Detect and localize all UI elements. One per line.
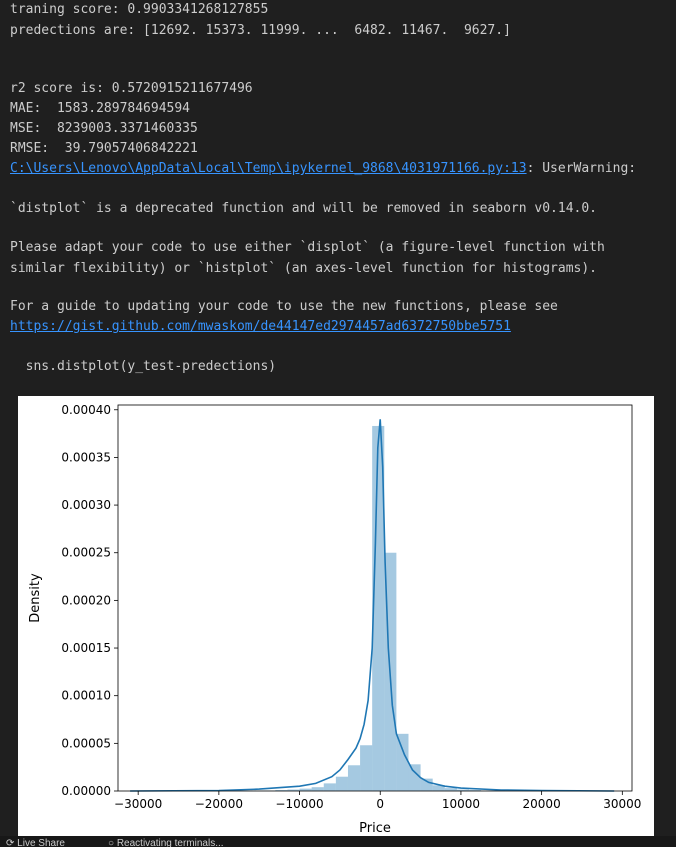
y-tick-label: 0.00010	[61, 689, 111, 703]
gist-link[interactable]: https://gist.github.com/mwaskom/de44147e…	[10, 317, 511, 336]
gist-link-text[interactable]: https://gist.github.com/mwaskom/de44147e…	[10, 319, 511, 334]
r2-score-line: r2 score is: 0.5720915211677496	[10, 81, 253, 96]
deprecation-line: `distplot` is a deprecated function and …	[10, 201, 597, 216]
y-tick-label: 0.00000	[61, 784, 111, 798]
y-tick-label: 0.00040	[61, 403, 111, 417]
x-axis-label: Price	[359, 821, 391, 836]
mae-line: MAE: 1583.289784694594	[10, 101, 191, 116]
live-share-label: Live Share	[17, 838, 65, 847]
y-tick-label: 0.00020	[61, 593, 111, 607]
histogram-bar	[372, 425, 385, 791]
histogram-bar	[360, 745, 373, 791]
histogram-bar	[420, 778, 433, 791]
guide-line: For a guide to updating your code to use…	[10, 299, 558, 314]
x-tick-label: −10000	[275, 797, 323, 811]
axes-frame	[117, 404, 633, 792]
histogram-bar	[469, 790, 482, 791]
y-tick-label: 0.00015	[61, 641, 111, 655]
histogram-bar	[432, 785, 445, 791]
reactivating-item[interactable]: ○ Reactivating terminals...	[108, 838, 224, 847]
training-score-line: traning score: 0.9903341268127855	[10, 2, 269, 17]
kde-line	[130, 419, 615, 792]
x-tick-label: −20000	[195, 797, 243, 811]
histogram-bar	[299, 788, 312, 791]
y-tick-label: 0.00025	[61, 546, 111, 560]
x-tick-label: 10000	[442, 797, 480, 811]
histogram-bar	[323, 783, 336, 791]
code-line: sns.distplot(y_test-predections)	[10, 359, 277, 374]
reactivating-label: Reactivating terminals...	[116, 838, 224, 847]
distplot-chart: −30000 −20000 −10000 0 10000 20000 30000 0.000…	[28, 403, 641, 836]
x-tick-label: 30000	[603, 797, 641, 811]
histogram-bar	[287, 789, 300, 791]
adapt-line-1: Please adapt your code to use either `di…	[10, 240, 605, 255]
x-tick-label: −30000	[114, 797, 162, 811]
histogram-bar	[311, 787, 324, 791]
warning-line: C:\Users\Lenovo\AppData\Local\Temp\ipyke…	[10, 159, 636, 178]
mse-line: MSE: 8239003.3371460335	[10, 121, 198, 136]
histogram-bar	[335, 776, 348, 791]
status-bar: ⟳ Live Share ○ Reactivating terminals...	[0, 836, 676, 847]
warning-suffix: : UserWarning:	[526, 161, 637, 176]
histogram-bar	[444, 788, 457, 791]
histogram-bar	[347, 765, 361, 791]
warning-file-link[interactable]: C:\Users\Lenovo\AppData\Local\Temp\ipyke…	[10, 161, 527, 176]
x-tick-label: 0	[376, 797, 384, 811]
histogram-bar	[275, 790, 288, 791]
live-share-item[interactable]: ⟳ Live Share	[6, 838, 65, 847]
distplot-figure: −30000 −20000 −10000 0 10000 20000 30000 0.000…	[18, 396, 654, 836]
histogram-bar	[456, 789, 470, 791]
y-tick-label: 0.00035	[61, 450, 111, 464]
histogram-bar	[396, 733, 409, 791]
histogram-bar	[408, 764, 421, 791]
y-tick-label: 0.00030	[61, 498, 111, 512]
adapt-line-2: similar flexibility) or `histplot` (an a…	[10, 261, 597, 276]
rmse-line: RMSE: 39.79057406842221	[10, 141, 198, 156]
predictions-line: predections are: [12692. 15373. 11999. .…	[10, 23, 511, 38]
y-axis-label: Density	[28, 573, 43, 623]
y-tick-label: 0.00005	[61, 736, 111, 750]
x-tick-label: 20000	[523, 797, 561, 811]
